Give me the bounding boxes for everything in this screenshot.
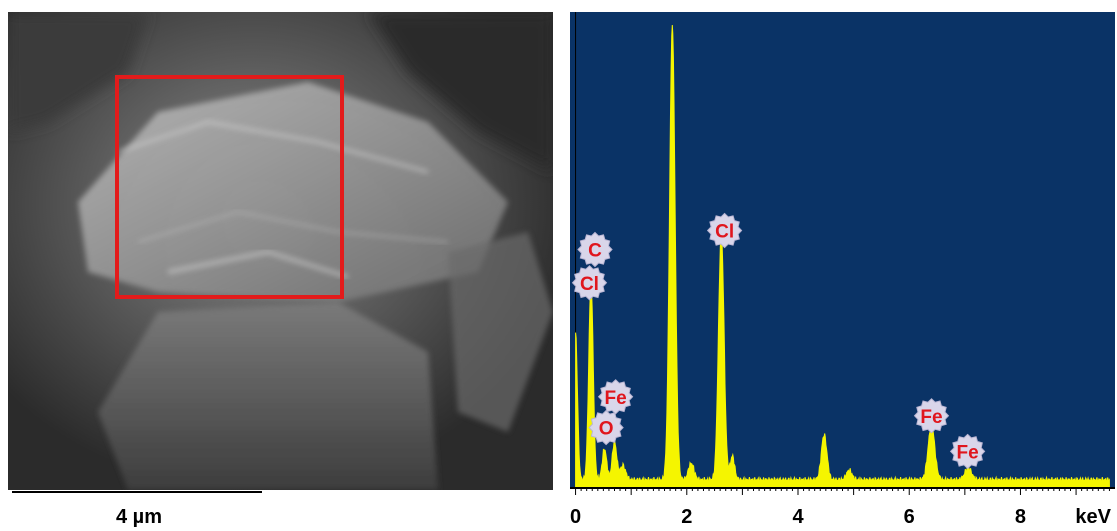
sem-flake-ridge	[137, 210, 449, 243]
x-tick-label: 2	[681, 506, 692, 528]
sem-lower-particle	[98, 302, 438, 490]
element-badge	[706, 212, 743, 249]
element-label: Cl	[715, 222, 734, 243]
element-label: C	[588, 241, 602, 262]
element-badge	[577, 231, 613, 268]
x-tick-label: 8	[1015, 506, 1026, 528]
sem-dark-region	[8, 12, 148, 132]
x-axis-unit-label: keV	[1075, 506, 1111, 528]
sem-side-flake	[448, 232, 553, 432]
element-badge	[588, 409, 624, 446]
roi-box	[115, 75, 344, 299]
plot-background	[570, 12, 1115, 487]
element-label: Cl	[580, 274, 599, 295]
element-badge	[597, 379, 634, 415]
sem-flake-ridge	[117, 120, 429, 174]
element-label: O	[599, 419, 614, 440]
sem-flake-ridge	[167, 249, 349, 279]
scale-bar-label: 4 µm	[116, 506, 162, 528]
sem-flake	[78, 82, 508, 302]
x-tick-label: 4	[792, 506, 804, 528]
plot-area: 0 2 4 6 8 keV C Cl Cl Fe O Fe Fe	[570, 12, 1115, 528]
sem-micrograph	[8, 12, 553, 490]
sem-dark-region	[368, 12, 553, 172]
spectrum-series	[575, 24, 1110, 488]
eds-spectrum-chart: 0 2 4 6 8 keV C Cl Cl Fe O Fe Fe	[570, 12, 1115, 528]
element-badge	[571, 265, 608, 301]
x-tick-label: 6	[904, 506, 915, 528]
element-badge	[949, 433, 986, 470]
scale-bar	[12, 491, 262, 493]
element-label: Fe	[957, 442, 979, 463]
x-tick-label: 0	[570, 506, 581, 528]
element-label: Fe	[605, 388, 627, 409]
element-label: Fe	[920, 407, 942, 428]
element-badge	[913, 398, 950, 434]
